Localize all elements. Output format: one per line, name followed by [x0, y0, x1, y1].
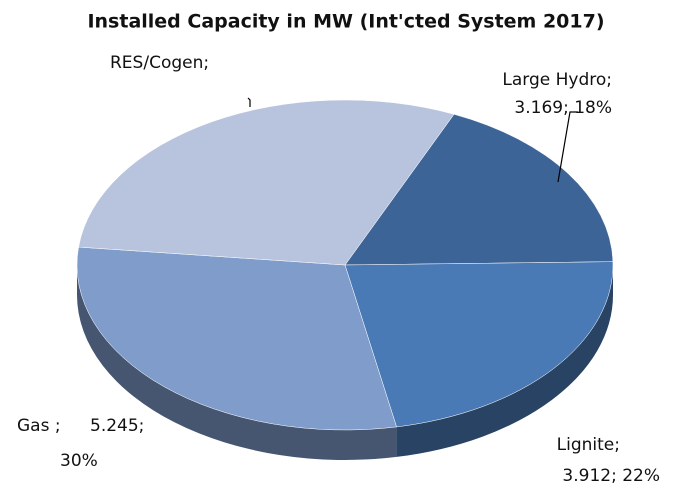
value-label: 3.169; 18%: [514, 98, 612, 118]
pie-slice: [76, 246, 397, 431]
pie-side: [77, 265, 397, 460]
value-label: 3.912; 22%: [562, 466, 660, 486]
value-label: 30%: [60, 451, 98, 471]
leader-line: [247, 97, 251, 107]
pie-slice: [344, 261, 614, 428]
value-label: 5.245;: [90, 416, 144, 436]
leader-line: [557, 111, 578, 183]
slice-label: RES/Cogen;: [110, 53, 209, 73]
pie-side: [396, 265, 613, 457]
slice-label: Lignite;: [557, 435, 620, 455]
chart-title: Installed Capacity in MW (Int'cted Syste…: [87, 11, 604, 33]
pie-slice: [78, 99, 455, 266]
slice-label: Gas ;: [17, 416, 61, 436]
slice-label: Large Hydro;: [502, 70, 612, 90]
pie-slice: [344, 113, 614, 266]
